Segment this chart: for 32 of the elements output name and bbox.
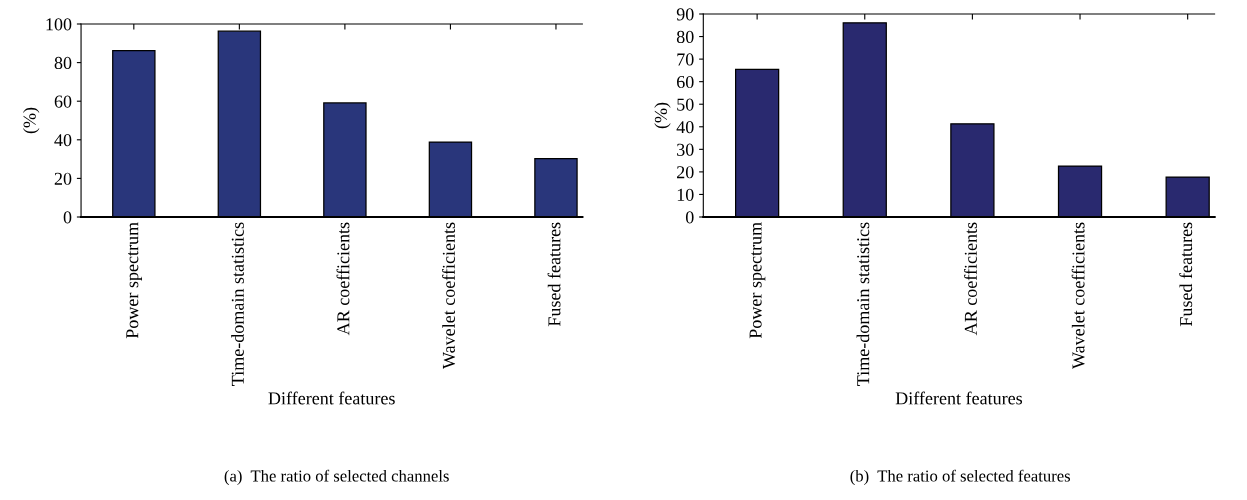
- y-axis-title: (%): [23, 107, 40, 134]
- y-tick-label: 20: [54, 172, 72, 185]
- y-axis-title: (%): [654, 102, 671, 129]
- x-tick-label: Wavelet coefficients: [1071, 222, 1085, 369]
- x-tick-label: AR coefficients: [336, 222, 350, 336]
- text: (b) The ratio of selected features: [850, 469, 1071, 485]
- y-tick-label: 80: [54, 56, 72, 70]
- x-tick-label: Time-domain statistics: [231, 222, 244, 386]
- y-tick-label: 60: [677, 75, 694, 89]
- x-axis-title: Different features: [268, 391, 395, 405]
- y-tick-label: 40: [54, 134, 72, 147]
- y-tick-label: 10: [677, 188, 694, 201]
- y-tick-label: 70: [677, 53, 694, 66]
- y-tick-label: 30: [677, 143, 694, 156]
- y-tick-label: 0: [685, 211, 694, 224]
- x-tick-label: Power spectrum: [749, 222, 766, 339]
- y-tick-label: 0: [63, 211, 72, 224]
- text: (a) The ratio of selected channels: [224, 469, 449, 485]
- x-tick-label: Fused features: [547, 222, 561, 327]
- y-tick-label: 40: [676, 121, 694, 134]
- y-tick-label: 90: [676, 8, 694, 21]
- y-tick-label: 20: [677, 166, 694, 179]
- x-tick-label: AR coefficients: [964, 222, 977, 336]
- x-axis-title: Different features: [895, 391, 1023, 405]
- y-tick-label: 50: [677, 98, 694, 111]
- y-tick-label: 100: [46, 18, 72, 31]
- x-tick-label: Wavelet coefficients: [442, 222, 456, 369]
- x-tick-label: Power spectrum: [126, 222, 143, 339]
- x-tick-label: Time-domain statistics: [856, 222, 870, 386]
- x-tick-label: Fused features: [1179, 222, 1193, 327]
- y-tick-label: 60: [54, 95, 72, 108]
- y-tick-label: 80: [676, 30, 694, 43]
